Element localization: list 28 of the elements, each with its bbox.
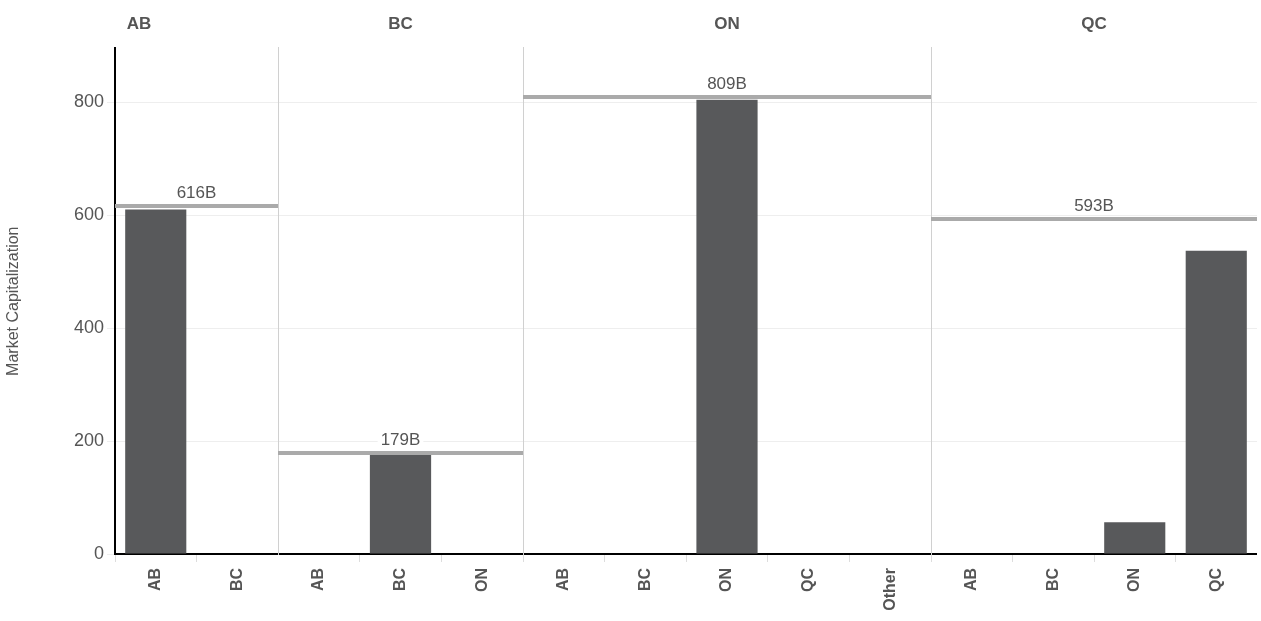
x-tick-label: BC	[390, 567, 408, 592]
x-tick-label: AB	[146, 568, 164, 592]
y-tick-label: 600	[73, 204, 104, 225]
ref-line-label: 593B	[1074, 196, 1114, 216]
x-tick-label: AB	[962, 568, 980, 592]
y-tick-label: 400	[73, 317, 104, 337]
chart-title: BC	[388, 13, 413, 33]
x-tick-label: ON	[1125, 568, 1143, 592]
x-tick-label: QC	[799, 567, 817, 592]
y-tick-label: 0	[93, 542, 104, 563]
x-tick-label: BC	[227, 567, 245, 592]
ref-line-label: 616B	[176, 183, 217, 203]
y-tick-label: 200	[73, 429, 104, 450]
chart-title: QC	[1081, 13, 1107, 33]
y-tick-label: 800	[73, 91, 104, 112]
x-tick-label: AB	[309, 568, 327, 592]
y-axis-title: Market Capitalization	[4, 226, 22, 376]
x-tick-label: Other	[880, 568, 898, 611]
x-tick-label: QC	[1206, 567, 1224, 592]
x-tick-label: AB	[554, 568, 572, 592]
ref-line-label: 809B	[707, 74, 747, 94]
x-tick-label: BC	[1043, 567, 1061, 592]
ref-line-label: 179B	[380, 430, 421, 450]
chart-title: AB	[126, 13, 152, 33]
chart-title: ON	[714, 13, 740, 33]
x-tick-label: ON	[472, 568, 490, 592]
x-tick-label: BC	[635, 567, 653, 592]
x-tick-label: ON	[717, 568, 735, 592]
